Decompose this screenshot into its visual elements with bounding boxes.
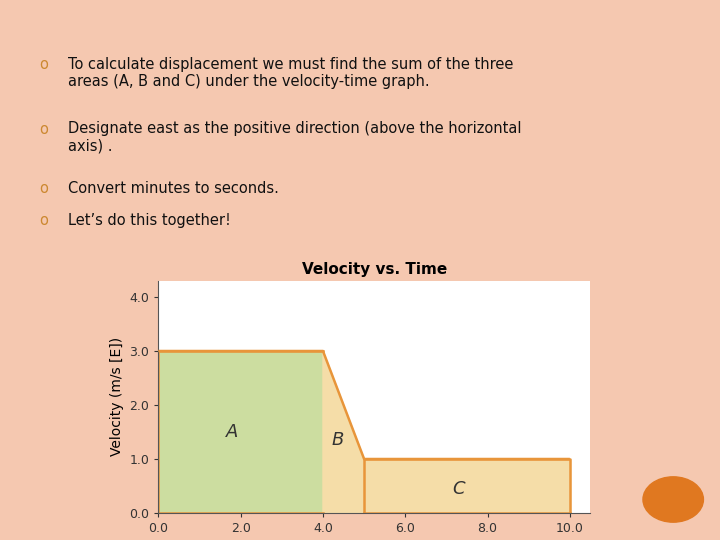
Text: o: o — [39, 122, 48, 137]
Text: o: o — [39, 181, 48, 196]
Text: o: o — [39, 57, 48, 72]
Text: Convert minutes to seconds.: Convert minutes to seconds. — [68, 181, 279, 196]
Text: B: B — [331, 431, 343, 449]
Text: Designate east as the positive direction (above the horizontal
axis) .: Designate east as the positive direction… — [68, 122, 522, 154]
Text: o: o — [39, 213, 48, 228]
Text: C: C — [452, 480, 465, 498]
Y-axis label: Velocity (m/s [E]): Velocity (m/s [E]) — [110, 338, 124, 456]
Polygon shape — [158, 351, 323, 513]
Title: Velocity vs. Time: Velocity vs. Time — [302, 262, 447, 277]
Text: Let’s do this together!: Let’s do this together! — [68, 213, 231, 228]
Text: To calculate displacement we must find the sum of the three
areas (A, B and C) u: To calculate displacement we must find t… — [68, 57, 514, 89]
Text: A: A — [226, 423, 238, 441]
Polygon shape — [323, 351, 364, 513]
Polygon shape — [364, 459, 570, 513]
